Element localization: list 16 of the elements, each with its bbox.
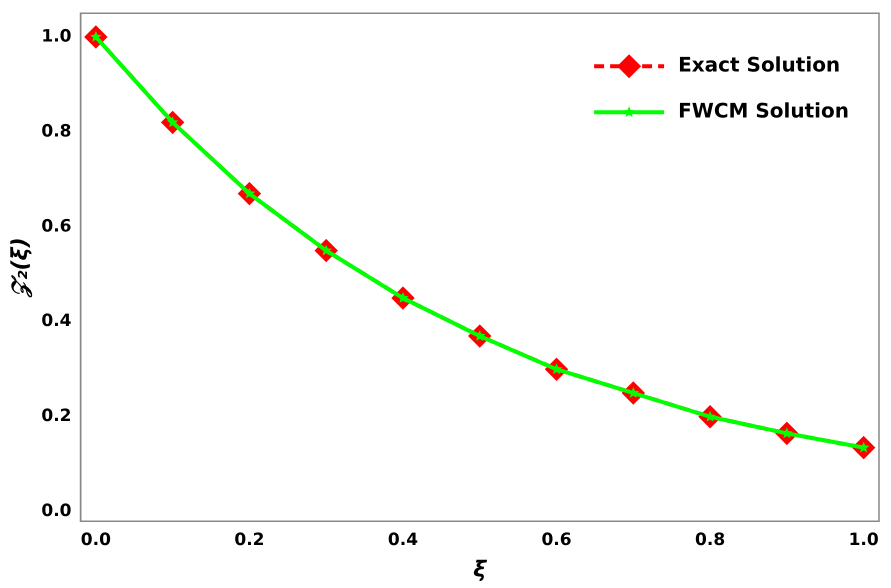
x-tick-label: 0.6 xyxy=(541,530,572,550)
x-tick-label: 0.8 xyxy=(695,530,726,550)
y-tick-label: 0.6 xyxy=(41,216,72,236)
legend-label: FWCM Solution xyxy=(678,98,850,122)
x-axis-title: ξ xyxy=(473,558,488,583)
x-tick-label: 0.4 xyxy=(388,530,418,550)
x-tick-label: 0.2 xyxy=(234,530,264,550)
y-tick-label: 1.0 xyxy=(41,26,72,46)
x-tick-label: 1.0 xyxy=(848,530,879,550)
y-axis-title: 𝒵₂(ξ) xyxy=(8,237,33,298)
legend-label: Exact Solution xyxy=(678,52,840,76)
y-tick-label: 0.4 xyxy=(41,311,72,332)
y-tick-label: 0.2 xyxy=(41,406,72,426)
y-tick-label: 0.8 xyxy=(41,121,72,142)
y-tick-label: 0.0 xyxy=(41,501,72,522)
x-tick-label: 0.0 xyxy=(80,530,112,550)
